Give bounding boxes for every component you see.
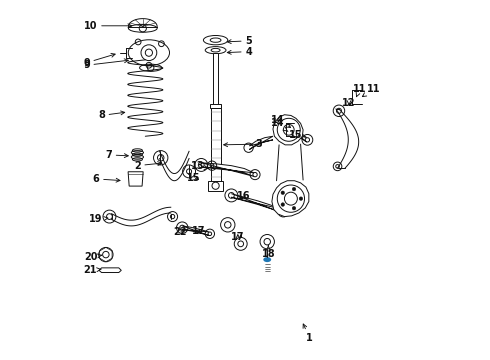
Text: 16: 16 bbox=[237, 191, 250, 201]
Polygon shape bbox=[281, 126, 307, 142]
Text: 21: 21 bbox=[83, 265, 101, 275]
Text: 15: 15 bbox=[289, 130, 302, 140]
Text: 9: 9 bbox=[83, 53, 115, 68]
Text: 11: 11 bbox=[353, 84, 367, 97]
Text: 1: 1 bbox=[303, 324, 313, 343]
Text: 20: 20 bbox=[84, 252, 102, 262]
Circle shape bbox=[281, 191, 285, 194]
Polygon shape bbox=[210, 104, 221, 108]
Circle shape bbox=[281, 203, 285, 206]
Polygon shape bbox=[99, 268, 122, 273]
Polygon shape bbox=[272, 181, 309, 217]
Text: 7: 7 bbox=[105, 150, 128, 160]
Text: 3: 3 bbox=[223, 139, 262, 149]
Text: 11: 11 bbox=[363, 84, 381, 96]
Circle shape bbox=[299, 197, 303, 201]
Polygon shape bbox=[214, 53, 218, 108]
Text: 6: 6 bbox=[93, 174, 120, 184]
Text: 8: 8 bbox=[98, 111, 124, 121]
Circle shape bbox=[292, 187, 296, 191]
Polygon shape bbox=[231, 194, 283, 213]
Text: 10: 10 bbox=[84, 21, 132, 31]
Text: 14: 14 bbox=[271, 115, 291, 127]
Text: 2: 2 bbox=[134, 161, 162, 171]
Polygon shape bbox=[128, 172, 143, 186]
Polygon shape bbox=[249, 136, 273, 149]
Text: 4: 4 bbox=[227, 46, 252, 57]
Polygon shape bbox=[273, 115, 303, 145]
Polygon shape bbox=[208, 181, 223, 191]
Text: 17: 17 bbox=[231, 232, 245, 242]
Text: 13: 13 bbox=[191, 161, 209, 171]
Ellipse shape bbox=[263, 257, 271, 262]
Text: 17: 17 bbox=[192, 226, 205, 236]
Text: 9: 9 bbox=[83, 59, 128, 70]
Polygon shape bbox=[182, 226, 209, 235]
Text: 18: 18 bbox=[262, 246, 275, 258]
Text: 12: 12 bbox=[342, 98, 356, 108]
Text: 15: 15 bbox=[187, 173, 201, 183]
Text: 22: 22 bbox=[173, 227, 187, 237]
Circle shape bbox=[292, 206, 296, 210]
Text: 19: 19 bbox=[90, 215, 108, 224]
Polygon shape bbox=[201, 163, 254, 176]
Polygon shape bbox=[211, 108, 220, 181]
Text: 14: 14 bbox=[270, 118, 288, 131]
Text: 5: 5 bbox=[227, 36, 252, 46]
